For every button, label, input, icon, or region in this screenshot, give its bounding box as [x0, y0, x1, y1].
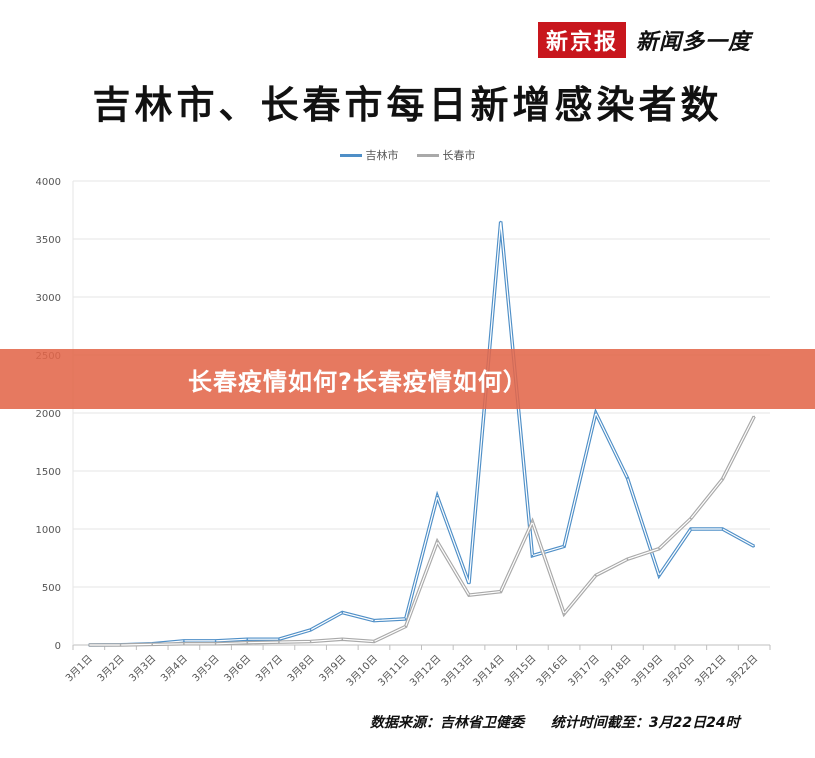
data-point	[594, 574, 597, 577]
data-point	[214, 643, 217, 645]
data-point	[531, 521, 534, 523]
x-tick-label: 3月17日	[566, 653, 602, 689]
legend-swatch-changchun	[416, 153, 439, 157]
x-tick-label: 3月1日	[63, 653, 95, 685]
y-tick-label: 2000	[36, 409, 61, 420]
x-tick-label: 3月4日	[158, 653, 190, 685]
legend-label-changchun: 长春市	[442, 149, 476, 162]
x-tick-label: 3月19日	[629, 653, 665, 689]
y-tick-label: 0	[55, 641, 61, 652]
data-point	[88, 644, 90, 646]
data-point	[309, 640, 312, 643]
y-tick-label: 1000	[36, 525, 61, 536]
data-point	[246, 638, 249, 640]
data-point	[404, 625, 407, 628]
data-point	[278, 638, 280, 640]
x-tick-label: 3月13日	[439, 653, 475, 689]
x-tick-label: 3月9日	[317, 653, 349, 685]
data-point	[309, 629, 312, 631]
data-point	[373, 640, 375, 643]
data-point	[404, 618, 407, 620]
legend-item-changchun: 长春市	[416, 147, 476, 163]
overlay-banner: 长春疫情如何?长春疫情如何）	[0, 349, 815, 409]
x-tick-label: 3月6日	[222, 653, 254, 685]
x-tick-label: 3月5日	[190, 653, 222, 685]
x-tick-label: 3月8日	[285, 653, 317, 685]
data-point	[689, 528, 692, 530]
y-tick-label: 4000	[36, 177, 61, 188]
data-point	[626, 477, 629, 479]
data-point	[626, 558, 629, 560]
brand-logo: 新京报 新闻多一度	[538, 22, 751, 58]
data-point	[658, 574, 660, 577]
legend-item-jilin: 吉林市	[339, 147, 399, 163]
y-tick-label: 500	[42, 583, 61, 594]
data-point	[183, 640, 185, 642]
chart-legend: 吉林市 长春市	[0, 147, 815, 163]
data-point	[658, 547, 660, 550]
source-cutoff: 统计时间截至：3月22日24时	[550, 715, 740, 731]
y-tick-label: 3000	[36, 293, 61, 304]
x-tick-label: 3月2日	[95, 653, 127, 685]
legend-label-jilin: 吉林市	[365, 149, 399, 162]
data-point	[753, 545, 755, 548]
data-point	[341, 638, 344, 640]
data-point	[278, 641, 280, 643]
data-point	[499, 590, 502, 593]
data-point	[499, 220, 502, 223]
data-point	[373, 619, 375, 622]
x-tick-label: 3月20日	[661, 653, 697, 689]
data-point	[563, 612, 565, 615]
data-point	[341, 611, 344, 614]
data-point	[594, 412, 597, 414]
brand-name: 新京报	[538, 22, 627, 58]
data-point	[119, 644, 122, 646]
data-point	[468, 594, 470, 596]
x-tick-label: 3月7日	[253, 653, 285, 685]
x-tick-label: 3月10日	[344, 653, 380, 689]
data-point	[563, 545, 565, 548]
series-line-inner-1	[88, 416, 755, 646]
x-tick-label: 3月21日	[692, 653, 728, 689]
x-tick-label: 3月22日	[724, 653, 760, 689]
x-tick-label: 3月18日	[597, 653, 633, 689]
data-point	[468, 582, 470, 585]
source-label: 数据来源：吉林省卫健委	[370, 715, 524, 731]
legend-swatch-jilin	[339, 153, 362, 157]
data-point	[436, 540, 439, 543]
x-tick-label: 3月11日	[376, 653, 412, 689]
y-tick-label: 3500	[36, 235, 61, 246]
data-point	[721, 528, 724, 530]
brand-slogan: 新闻多一度	[636, 30, 752, 55]
x-tick-label: 3月14日	[471, 653, 507, 689]
x-tick-label: 3月15日	[502, 653, 538, 689]
data-point	[183, 643, 185, 645]
x-tick-label: 3月12日	[407, 653, 443, 689]
x-tick-label: 3月3日	[127, 653, 159, 685]
data-point	[246, 641, 249, 644]
y-tick-label: 1500	[36, 467, 61, 478]
data-point	[214, 640, 217, 642]
data-point	[436, 495, 439, 498]
series-line-1	[88, 415, 756, 647]
x-tick-label: 3月16日	[534, 653, 570, 689]
data-point	[753, 415, 755, 418]
source-note: 数据来源：吉林省卫健委 统计时间截至：3月22日24时	[370, 712, 740, 732]
data-point	[689, 517, 692, 520]
series-line-inner-0	[88, 221, 755, 646]
data-point	[721, 478, 724, 480]
page-title: 吉林市、长春市每日新增感染者数	[92, 83, 723, 127]
data-point	[531, 554, 534, 557]
data-point	[151, 643, 154, 646]
